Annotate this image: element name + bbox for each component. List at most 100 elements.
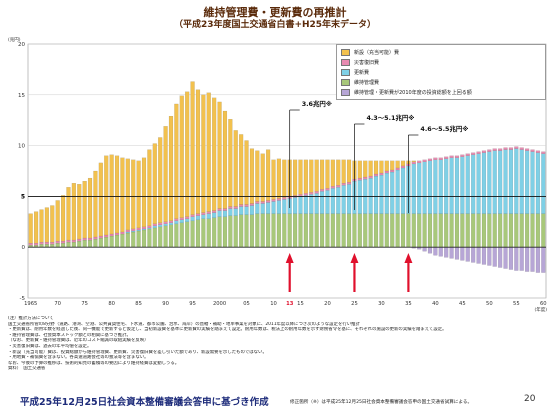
- callout-label: 4.3～5.1兆円※: [366, 113, 414, 122]
- bar-maintenance: [125, 232, 130, 248]
- bar-disaster: [34, 242, 39, 246]
- bar-deficit: [492, 247, 497, 267]
- bar-maintenance: [179, 222, 184, 248]
- bar-maintenance: [298, 213, 303, 248]
- bar-deficit: [541, 247, 546, 273]
- bar-renewal: [239, 206, 244, 215]
- bar-disaster: [93, 236, 98, 240]
- reference-line-label: 5: [21, 193, 25, 200]
- bar-new-construction: [400, 160, 406, 167]
- bar-disaster: [314, 191, 319, 194]
- bar-new-construction: [395, 160, 400, 169]
- bar-maintenance: [60, 242, 66, 248]
- bar-renewal: [368, 177, 373, 214]
- bar-new-construction: [309, 159, 314, 193]
- x-tick-label: 60: [540, 301, 547, 307]
- bars-layer: [28, 81, 546, 273]
- bar-new-construction: [136, 160, 141, 229]
- bar-disaster: [222, 208, 228, 211]
- bar-maintenance: [82, 239, 87, 248]
- bar-renewal: [141, 228, 147, 231]
- bar-new-construction: [93, 170, 98, 238]
- bar-renewal: [244, 206, 249, 215]
- bar-renewal: [471, 154, 476, 214]
- bar-new-construction: [60, 195, 66, 242]
- x-tick-label: 50: [486, 301, 493, 307]
- bar-disaster: [422, 159, 427, 163]
- bar-new-construction: [239, 134, 244, 205]
- bar-maintenance: [406, 213, 411, 248]
- bar-disaster: [255, 201, 260, 204]
- bar-disaster: [179, 217, 184, 220]
- bar-deficit: [487, 247, 492, 266]
- bar-renewal: [519, 149, 524, 214]
- bar-renewal: [298, 196, 303, 214]
- bar-disaster: [233, 206, 238, 209]
- legend-label-renewal: 更新費: [354, 69, 370, 76]
- x-tick-label: 55: [513, 301, 520, 307]
- bar-maintenance: [201, 218, 206, 248]
- bar-maintenance: [249, 214, 255, 248]
- x-tick-label: 70: [54, 301, 61, 307]
- bar-maintenance: [400, 213, 406, 248]
- bar-maintenance: [309, 213, 314, 248]
- bar-renewal: [136, 229, 141, 232]
- bar-disaster: [319, 189, 325, 192]
- bar-disaster: [158, 222, 163, 225]
- bar-maintenance: [114, 234, 120, 248]
- bar-renewal: [195, 215, 201, 220]
- bar-maintenance: [373, 213, 379, 248]
- bar-disaster: [535, 150, 540, 153]
- bar-disaster: [71, 239, 76, 243]
- bar-maintenance: [454, 213, 460, 248]
- bar-renewal: [206, 213, 211, 219]
- bar-new-construction: [168, 115, 174, 221]
- bar-disaster: [82, 237, 87, 241]
- bar-renewal: [228, 208, 233, 216]
- bar-new-construction: [330, 159, 335, 187]
- bar-deficit: [444, 247, 449, 258]
- bar-maintenance: [239, 214, 244, 248]
- x-tick-label: 30: [378, 301, 385, 307]
- bar-new-construction: [379, 160, 384, 174]
- bar-renewal: [454, 157, 460, 214]
- bar-disaster: [476, 151, 481, 154]
- bar-new-construction: [195, 89, 201, 214]
- bar-deficit: [503, 247, 508, 269]
- bar-maintenance: [303, 213, 308, 248]
- bar-new-construction: [201, 94, 206, 213]
- bar-deficit: [514, 247, 519, 271]
- bar-disaster: [50, 241, 55, 245]
- bar-maintenance: [346, 213, 352, 248]
- bar-deficit: [449, 247, 454, 259]
- bar-renewal: [179, 219, 184, 223]
- note-line: なお、今後の予算の推移は、技術的知見の蓄積等の要因により維持経費は変動しうる。: [8, 360, 180, 366]
- note-line: ・災害復旧費は、過去の年平均値を設定。: [8, 343, 92, 349]
- legend-swatch-disaster: [341, 58, 350, 66]
- page-subtitle: （平成23年度国土交通省白書+H25年末データ）: [173, 20, 377, 30]
- bar-new-construction: [212, 97, 217, 211]
- bar-disaster: [120, 231, 125, 235]
- bar-disaster: [282, 197, 287, 200]
- red-arrow-head: [350, 253, 359, 263]
- bar-maintenance: [276, 213, 281, 248]
- bar-renewal: [487, 151, 492, 214]
- x-tick-label: 20: [324, 301, 331, 307]
- x-tick-label: 10: [270, 301, 277, 307]
- bar-renewal: [168, 222, 174, 225]
- bar-maintenance: [395, 213, 400, 248]
- bar-disaster: [141, 226, 147, 230]
- bar-renewal: [444, 158, 449, 214]
- bar-maintenance: [325, 213, 330, 248]
- legend-item-deficit: 維持管理・更新費が2010年度の投資総額を上回る額: [341, 87, 541, 97]
- bar-maintenance: [530, 213, 535, 248]
- bar-disaster: [492, 148, 497, 151]
- bar-maintenance: [314, 213, 319, 248]
- bar-new-construction: [104, 155, 109, 236]
- bar-disaster: [411, 161, 416, 165]
- bar-deficit: [481, 247, 487, 265]
- bar-new-construction: [120, 157, 125, 233]
- bar-disaster: [444, 156, 449, 159]
- bar-maintenance: [39, 244, 44, 248]
